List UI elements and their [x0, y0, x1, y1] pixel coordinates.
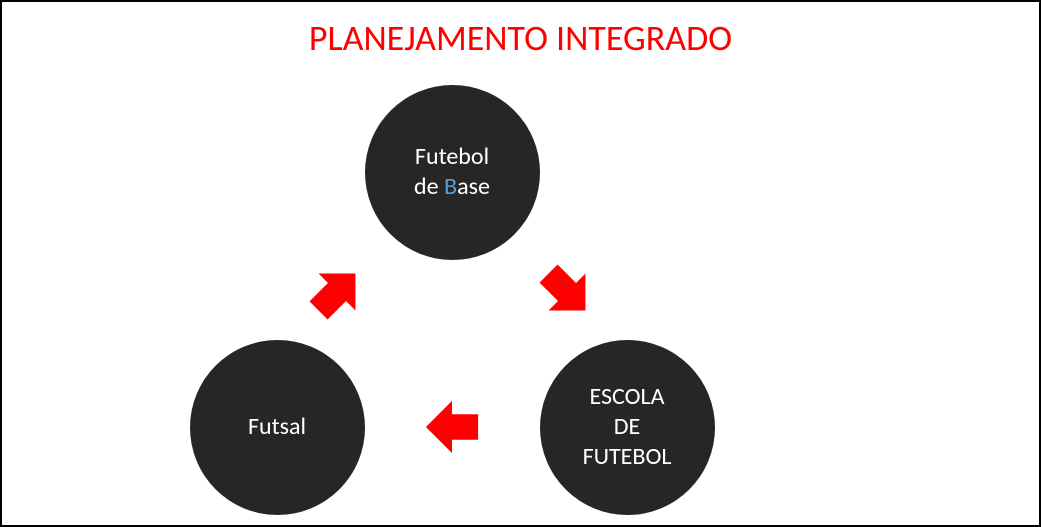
arrow-top-to-right-icon — [526, 251, 608, 333]
arrow-right-to-left-icon — [423, 398, 481, 456]
node-futsal: Futsal — [190, 340, 365, 515]
node-label: Futsal — [248, 412, 306, 442]
node-label: ESCOLA DE FUTEBOL — [583, 382, 672, 472]
diagram-title: PLANEJAMENTO INTEGRADO — [2, 16, 1039, 60]
arrow-left-to-top-icon — [296, 251, 378, 333]
node-label: Futebolde Base — [414, 142, 490, 202]
node-escola-de-futebol: ESCOLA DE FUTEBOL — [540, 340, 715, 515]
diagram-frame: PLANEJAMENTO INTEGRADO Futebolde Base ES… — [0, 0, 1041, 527]
node-futebol-de-base: Futebolde Base — [365, 85, 540, 260]
